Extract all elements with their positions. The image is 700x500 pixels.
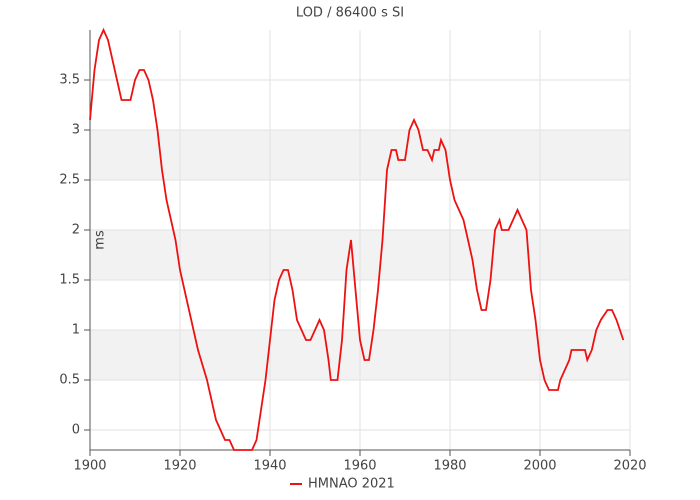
y-tick-label: 2.5 bbox=[59, 173, 80, 188]
x-tick-label: 1940 bbox=[253, 459, 286, 474]
y-tick-label: 0 bbox=[72, 423, 80, 438]
y-tick-label: 3 bbox=[72, 123, 80, 138]
y-tick-label: 1.5 bbox=[59, 273, 80, 288]
legend-label: HMNAO 2021 bbox=[308, 477, 395, 492]
y-tick-label: 1 bbox=[72, 323, 80, 338]
x-tick-label: 2000 bbox=[523, 459, 556, 474]
x-tick-label: 1960 bbox=[343, 459, 376, 474]
y-tick-label: 0.5 bbox=[59, 373, 80, 388]
x-tick-label: 1980 bbox=[433, 459, 466, 474]
data-line bbox=[89, 27, 625, 451]
x-tick-label: 1920 bbox=[163, 459, 196, 474]
x-tick-label: 2020 bbox=[613, 459, 646, 474]
chart-title: LOD / 86400 s SI bbox=[296, 6, 404, 21]
x-tick-label: 1900 bbox=[73, 459, 106, 474]
y-tick-label: 2 bbox=[72, 223, 80, 238]
y-tick-label: 3.5 bbox=[59, 73, 80, 88]
plot: 0 0.5 1 1.5 2 2.5 3 3.5 1900 1920 1940 1960 1980 2000… bbox=[59, 27, 647, 492]
y-axis-label: ms bbox=[93, 230, 108, 250]
